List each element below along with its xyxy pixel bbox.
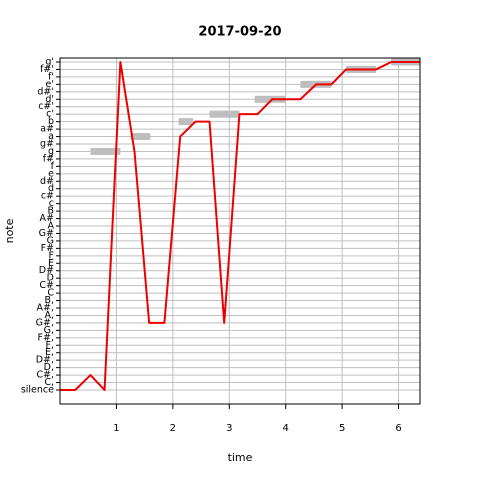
y-tick-label: d#' [37, 86, 54, 97]
y-tick-label: E [48, 258, 54, 269]
x-tick-label: 3 [226, 423, 232, 434]
chart-title: 2017-09-20 [198, 25, 281, 40]
x-tick-label: 5 [339, 423, 345, 434]
y-tick-label: d [48, 183, 54, 194]
y-tick-label: A#, [37, 303, 54, 314]
y-tick-label: F, [46, 340, 54, 351]
y-tick-label: G#, [36, 317, 54, 328]
x-tick-label: 6 [395, 423, 401, 434]
y-tick-label: C# [39, 280, 54, 291]
y-tick-label: a# [40, 124, 54, 135]
y-tick-label: g# [40, 139, 54, 150]
target-note [130, 133, 151, 141]
y-tick-label: B, [44, 295, 54, 306]
y-tick-label: D#, [36, 355, 54, 366]
y-tick-label: d' [45, 94, 54, 105]
y-tick-label: A# [40, 213, 54, 224]
y-tick-label: d# [40, 176, 54, 187]
y-tick-label: B [47, 206, 54, 217]
y-tick-label: g' [45, 57, 54, 68]
y-tick-label: silence [21, 385, 54, 396]
x-axis-label: time [228, 451, 253, 464]
y-tick-label: c [49, 198, 54, 209]
target-note [209, 110, 240, 118]
y-tick-label: e [48, 168, 54, 179]
y-tick-label: f [51, 161, 55, 172]
y-tick-label: D, [44, 362, 54, 373]
target-note [90, 147, 121, 155]
x-tick-label: 1 [113, 423, 119, 434]
y-axis-label: note [3, 218, 16, 243]
y-tick-label: g [48, 146, 54, 157]
target-note [178, 118, 194, 126]
y-tick-label: b [48, 116, 54, 127]
y-tick-label: G, [44, 325, 54, 336]
y-tick-label: c# [41, 191, 54, 202]
y-tick-label: G# [39, 228, 54, 239]
y-tick-label: F#, [38, 332, 54, 343]
y-tick-label: A [48, 221, 55, 232]
y-tick-label: D# [39, 265, 54, 276]
x-tick-label: 4 [283, 423, 289, 434]
y-tick-label: A, [44, 310, 54, 321]
y-tick-label: F [49, 250, 54, 261]
y-tick-label: C#, [36, 370, 54, 381]
y-tick-label: a [48, 131, 54, 142]
y-tick-label: C, [44, 377, 54, 388]
y-tick-label: E, [45, 347, 54, 358]
target-note [254, 95, 286, 103]
pitch-line [60, 61, 420, 391]
plot-frame [59, 57, 421, 405]
y-tick-label: F# [41, 243, 54, 254]
y-tick-label: c' [46, 109, 54, 120]
y-tick-label: f' [48, 71, 54, 82]
y-tick-label: f#' [40, 64, 54, 75]
y-tick-label: D [47, 273, 54, 284]
y-tick-label: e' [46, 79, 54, 90]
x-tick-label: 2 [170, 423, 176, 434]
y-tick-label: f# [43, 153, 54, 164]
y-tick-label: C [47, 288, 54, 299]
y-tick-label: c#' [38, 101, 54, 112]
y-tick-label: G [47, 235, 54, 246]
